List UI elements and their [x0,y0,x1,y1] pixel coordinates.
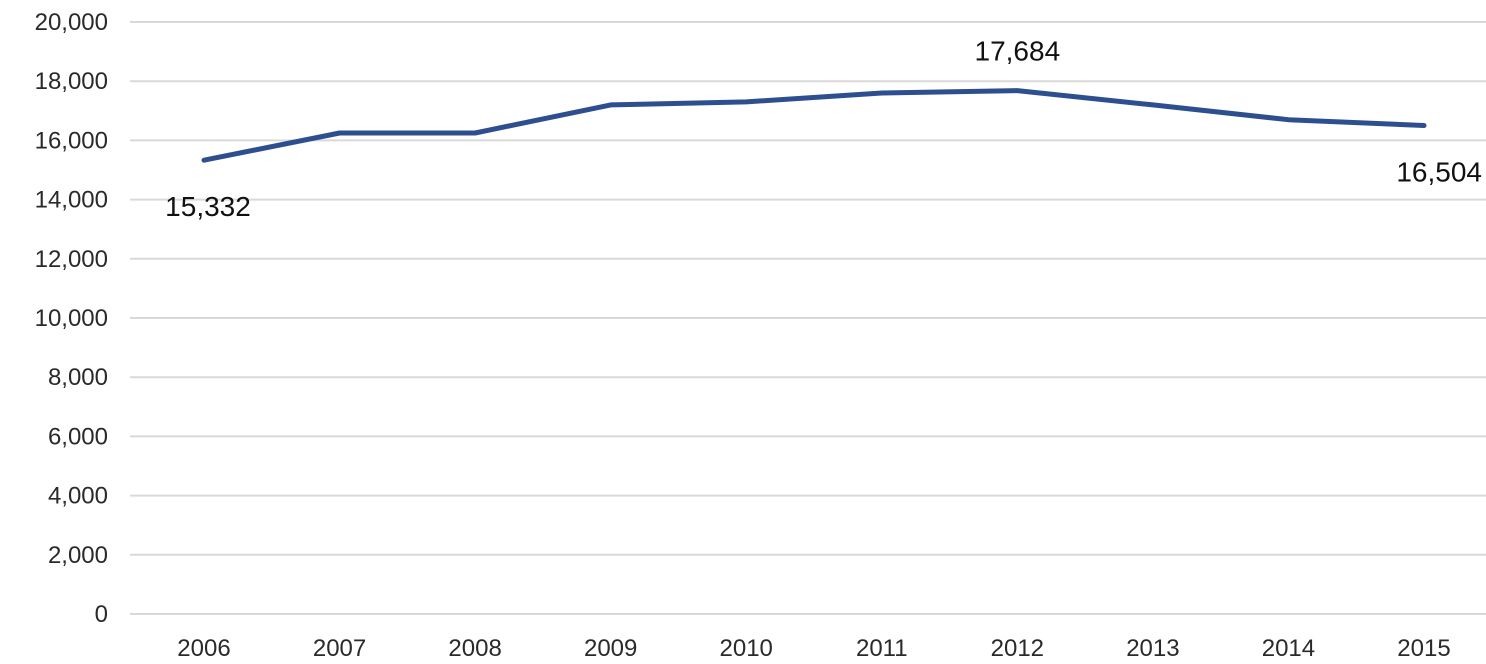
x-tick-label: 2008 [448,635,501,662]
x-tick-label: 2015 [1397,635,1450,662]
x-axis: 2006 2007 2008 2009 2010 2011 2012 2013 2014 2015 [177,635,1450,662]
x-tick-label: 2011 [856,635,908,662]
x-tick-label: 2013 [1126,635,1179,662]
x-tick-label: 2010 [720,635,773,662]
y-tick-label: 14,000 [35,187,108,214]
x-tick-label: 2007 [313,635,366,662]
y-tick-label: 10,000 [35,305,108,332]
y-tick-label: 12,000 [35,246,108,273]
x-tick-label: 2012 [991,635,1044,662]
data-labels: 15,332 17,684 16,504 [165,36,1482,223]
series-layer [201,88,1427,163]
gridlines [130,21,1486,615]
x-tick-label: 2006 [177,635,230,662]
data-label: 16,504 [1396,156,1482,187]
y-axis: 0 2,000 4,000 6,000 8,000 10,000 12,000 14,000 1… [35,9,108,628]
y-tick-label: 0 [95,601,108,628]
y-tick-label: 4,000 [48,483,108,510]
data-label: 17,684 [975,36,1061,67]
y-tick-label: 18,000 [35,68,108,95]
x-tick-label: 2014 [1262,635,1315,662]
y-tick-label: 8,000 [48,364,108,391]
y-tick-label: 6,000 [48,423,108,450]
y-tick-label: 2,000 [48,542,108,569]
data-label: 15,332 [165,191,251,222]
y-tick-label: 16,000 [35,127,108,154]
x-tick-label: 2009 [584,635,637,662]
series-line [201,88,1427,163]
y-tick-label: 20,000 [35,9,108,36]
